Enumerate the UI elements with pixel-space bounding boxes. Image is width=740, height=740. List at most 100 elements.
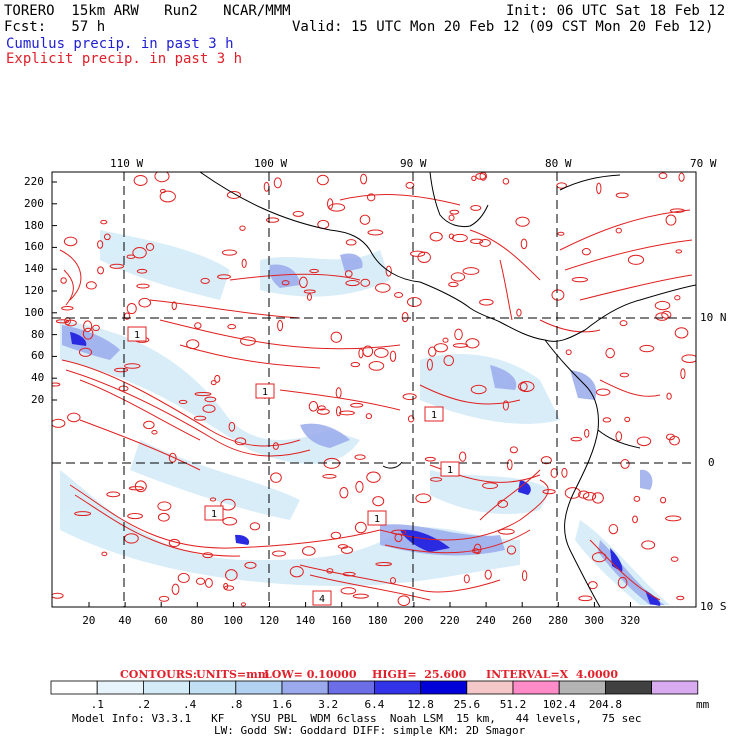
precip-cell bbox=[415, 493, 432, 504]
precip-cell bbox=[299, 276, 308, 289]
precip-cell bbox=[354, 521, 367, 534]
x-tick-label: 260 bbox=[512, 614, 532, 627]
y-tick-label: 200 bbox=[24, 196, 44, 210]
colorbar-swatch bbox=[651, 680, 699, 695]
colorbar-swatch bbox=[558, 680, 606, 695]
precip-cell bbox=[220, 498, 236, 511]
precip-cell bbox=[171, 301, 177, 311]
precip-cell bbox=[582, 491, 597, 501]
precip-cell bbox=[52, 382, 61, 387]
precip-cell bbox=[556, 182, 567, 189]
precip-cell bbox=[429, 231, 443, 242]
precip-cell bbox=[619, 320, 628, 327]
precip-cell bbox=[660, 496, 667, 504]
precip-cell bbox=[345, 280, 360, 287]
precip-cell bbox=[366, 471, 381, 483]
precip-cell bbox=[540, 456, 552, 465]
precip-cell bbox=[114, 367, 129, 373]
precip-cell bbox=[570, 436, 583, 442]
field-cumulus-label: Cumulus precip. in past 3 h bbox=[6, 36, 234, 52]
precip-cell bbox=[564, 487, 581, 499]
precip-cell bbox=[225, 569, 238, 581]
precip-cell bbox=[394, 533, 403, 543]
colorbar-swatch bbox=[466, 680, 514, 695]
precip-cell bbox=[676, 595, 685, 601]
colorbar-swatch bbox=[605, 680, 653, 695]
contour-value-label: 1 bbox=[255, 383, 275, 399]
precip-cell bbox=[471, 175, 477, 182]
precip-cell bbox=[352, 593, 369, 599]
precip-cell bbox=[273, 177, 282, 189]
precip-cell bbox=[83, 320, 93, 333]
precip-cell bbox=[316, 408, 330, 415]
precip-cell bbox=[366, 193, 376, 202]
precip-cell bbox=[337, 544, 349, 549]
precip-cell bbox=[239, 225, 246, 231]
y-tick-label: 100 bbox=[24, 305, 44, 319]
precip-cell bbox=[674, 295, 681, 301]
precip-cell bbox=[272, 550, 287, 557]
precip-cell bbox=[515, 216, 530, 227]
precip-cell bbox=[632, 515, 638, 524]
colorbar-swatch bbox=[512, 680, 560, 695]
precip-cell bbox=[133, 175, 148, 186]
precip-cell bbox=[55, 319, 70, 324]
colorbar-value-label: 6.4 bbox=[364, 698, 385, 711]
precip-cell bbox=[360, 278, 371, 287]
precip-cell bbox=[433, 343, 448, 353]
precip-cell bbox=[200, 277, 210, 284]
precip-cell bbox=[124, 363, 141, 369]
precip-cell bbox=[159, 188, 166, 194]
precip-cell bbox=[244, 561, 257, 569]
precip-cell bbox=[521, 570, 528, 581]
precip-cell bbox=[78, 347, 93, 357]
precip-cell bbox=[241, 258, 247, 269]
precip-cell bbox=[97, 266, 104, 275]
precip-cell bbox=[561, 467, 568, 478]
precip-cell bbox=[442, 337, 449, 343]
colorbar-swatch bbox=[327, 680, 375, 695]
contour-value-text: 1 bbox=[134, 330, 140, 341]
colorbar-swatch bbox=[373, 680, 421, 695]
precip-cell bbox=[375, 562, 392, 567]
precip-cell bbox=[330, 331, 343, 343]
precip-cell bbox=[360, 173, 368, 185]
precip-cell bbox=[301, 546, 316, 556]
y-tick-label: 40 bbox=[31, 371, 45, 385]
precip-cell bbox=[222, 517, 238, 526]
precip-cell bbox=[636, 436, 652, 447]
precip-cell bbox=[60, 277, 67, 284]
precip-cell bbox=[265, 217, 280, 223]
colorbar-value-label: 51.2 bbox=[499, 698, 527, 711]
precip-cell bbox=[581, 248, 591, 256]
precip-cell bbox=[97, 240, 104, 249]
colorbar-swatch bbox=[143, 680, 191, 695]
contour-value-label: 1 bbox=[424, 406, 444, 422]
precip-cell bbox=[221, 249, 237, 256]
precip-cell bbox=[655, 312, 669, 321]
x-tick-label: 320 bbox=[620, 614, 641, 627]
precip-cell bbox=[681, 354, 696, 363]
lon-label-100w: 100 W bbox=[254, 157, 288, 170]
precip-cell bbox=[454, 328, 463, 341]
precip-cell bbox=[342, 571, 356, 577]
precip-cell bbox=[240, 336, 256, 346]
plot-frame bbox=[51, 171, 697, 608]
precip-cell bbox=[317, 405, 326, 411]
lon-label-110w: 110 W bbox=[110, 157, 144, 170]
lat-label-10s: 10 S bbox=[700, 600, 727, 613]
colorbar-swatch bbox=[50, 680, 98, 695]
precip-cell bbox=[204, 396, 217, 403]
colorbar-swatch bbox=[189, 680, 237, 695]
x-tick-label: 240 bbox=[475, 614, 496, 627]
precip-cell bbox=[452, 343, 469, 348]
precip-cell bbox=[401, 311, 409, 323]
colorbar-value-label: 1.6 bbox=[272, 698, 292, 711]
x-tick-label: 100 bbox=[223, 614, 244, 627]
contours-units: UNITS=mm bbox=[196, 668, 270, 681]
precip-cell bbox=[470, 238, 484, 244]
lon-label-70w: 70 W bbox=[690, 157, 717, 170]
precip-cell bbox=[340, 587, 357, 595]
precip-cell bbox=[617, 576, 628, 589]
precip-cell bbox=[194, 391, 212, 397]
